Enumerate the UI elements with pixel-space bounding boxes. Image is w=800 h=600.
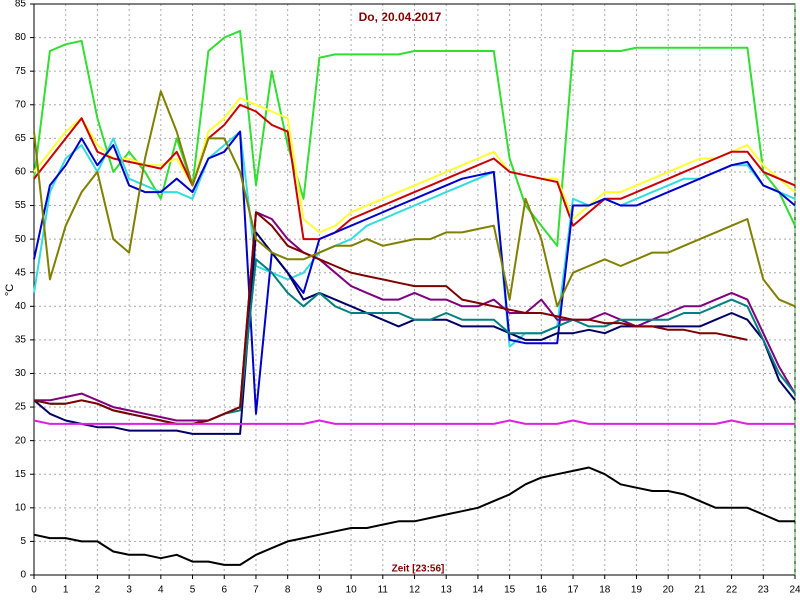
x-tick-label: 6 — [221, 585, 227, 596]
y-tick-label: 60 — [15, 167, 27, 178]
series-line — [33, 90, 796, 308]
x-tick-label: 22 — [726, 585, 738, 596]
y-tick-label: 20 — [15, 435, 27, 446]
x-tick-label: 5 — [190, 585, 196, 596]
y-tick-label: 30 — [15, 368, 27, 379]
x-tick-label: 8 — [285, 585, 291, 596]
x-tick-label: 19 — [631, 585, 643, 596]
series-line — [33, 103, 796, 241]
y-tick-label: 5 — [20, 536, 26, 547]
x-tick-label: 4 — [158, 585, 164, 596]
series-line — [33, 130, 796, 415]
x-tick-label: 15 — [504, 585, 516, 596]
y-tick-label: 25 — [15, 402, 27, 413]
x-tick-label: 13 — [441, 585, 453, 596]
x-tick-label: 14 — [472, 585, 484, 596]
x-tick-label: 18 — [599, 585, 611, 596]
x-tick-label: 0 — [31, 585, 37, 596]
chart-title: Do, 20.04.2017 — [359, 10, 442, 24]
y-tick-label: 15 — [15, 469, 27, 480]
y-tick-label: 85 — [15, 0, 27, 10]
x-tick-label: 2 — [95, 585, 101, 596]
x-tick-label: 24 — [789, 585, 800, 596]
y-tick-label: 80 — [15, 32, 27, 43]
x-tick-label: 11 — [378, 585, 389, 596]
x-tick-label: 9 — [317, 585, 323, 596]
x-axis-label: Zeit [23:56] — [392, 564, 445, 575]
series-line — [33, 29, 796, 247]
x-tick-label: 16 — [536, 585, 548, 596]
x-tick-label: 21 — [694, 585, 706, 596]
x-tick-label: 12 — [409, 585, 421, 596]
x-tick-label: 17 — [567, 585, 579, 596]
y-tick-label: 65 — [15, 133, 27, 144]
x-tick-label: 7 — [253, 585, 259, 596]
series-line — [33, 211, 748, 425]
y-tick-label: 75 — [15, 66, 27, 77]
x-tick-label: 20 — [663, 585, 675, 596]
y-tick-label: 50 — [15, 234, 27, 245]
x-tick-label: 3 — [126, 585, 132, 596]
y-tick-label: 40 — [15, 301, 27, 312]
series-line — [33, 97, 796, 234]
series-line — [33, 466, 795, 566]
y-tick-label: 0 — [20, 570, 26, 581]
y-tick-label: 35 — [15, 335, 27, 346]
y-tick-label: 45 — [15, 267, 27, 278]
x-tick-label: 1 — [63, 585, 69, 596]
y-axis-label: °C — [4, 284, 16, 296]
x-tick-label: 10 — [346, 585, 358, 596]
y-tick-label: 55 — [15, 200, 27, 211]
y-tick-label: 10 — [15, 502, 27, 513]
series-line — [33, 419, 795, 425]
x-tick-label: 23 — [758, 585, 770, 596]
series-line — [34, 211, 796, 422]
y-tick-label: 70 — [15, 99, 27, 110]
